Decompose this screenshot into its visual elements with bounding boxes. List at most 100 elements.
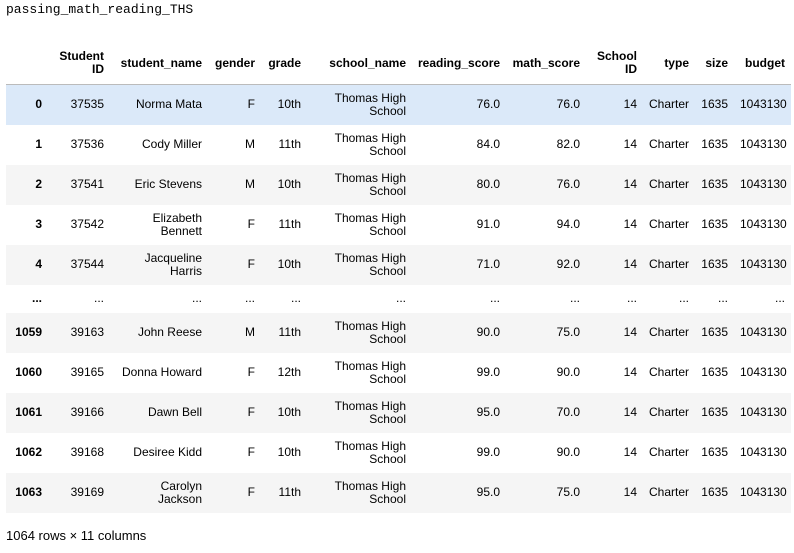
table-cell: Charter [649,177,690,191]
table-cell: 39166 [70,405,104,419]
table-cell: 99.0 [476,365,500,379]
table-cell: 70.0 [556,405,580,419]
table-cell: 11th [278,325,301,339]
table-cell: Thomas High School [334,478,406,506]
table-cell: ... [678,291,689,305]
table-cell: 71.0 [476,257,500,271]
table-cell: 80.0 [476,177,500,191]
table-cell: Dawn Bell [147,405,202,419]
table-cell: F [247,217,255,231]
table-cell: 14 [623,485,637,499]
table-cell: 1043130 [740,365,787,379]
table-cell: F [247,485,255,499]
table-cell: 1635 [701,97,728,112]
table-row: 1061 39166 Dawn Bell F 10th Thomas High Schoo… [6,392,791,433]
table-cell: 1635 [701,137,728,151]
column-header: student_name [110,42,208,85]
table-cell: 1043130 [740,217,787,231]
table-cell: 1043130 [740,177,787,191]
table-cell: 75.0 [556,485,580,499]
table-cell: ... [244,291,255,305]
table-cell: 39163 [70,325,104,339]
table-cell: Jacqueline Harris [144,250,202,278]
table-cell: 14 [623,177,637,191]
table-cell: 1635 [701,405,728,419]
column-header: size [695,42,734,85]
row-index: 1 [35,137,42,151]
table-cell: Thomas High School [334,438,406,466]
table-cell: 76.0 [556,97,580,112]
table-row: 1 37536 Cody Miller M 11th Thomas High School… [6,125,791,165]
column-header: budget [734,42,791,85]
table-cell: F [247,257,255,271]
table-cell: 10th [277,257,301,271]
table-cell: 11th [278,217,301,231]
table-cell: M [245,325,255,339]
table-body: 0 37535 Norma Mata F 10th Thomas High School 7… [6,84,791,513]
table-cell: 95.0 [476,485,500,499]
table-row: 1060 39165 Donna Howard F 12th Thomas High Sc… [6,353,791,393]
table-cell: Carolyn Jackson [157,478,202,506]
table-cell: M [245,177,255,191]
table-cell: 39168 [70,445,104,459]
table-cell: Thomas High School [334,318,406,346]
row-index: 4 [35,257,42,271]
table-cell: 75.0 [556,325,580,339]
column-header: Student ID [48,42,110,85]
table-cell: 1635 [701,445,728,459]
table-cell: 91.0 [476,217,500,231]
table-cell: Donna Howard [121,365,202,379]
table-cell: 14 [623,365,637,379]
table-cell: Thomas High School [334,358,406,386]
table-cell: 10th [277,445,301,459]
table-cell: 14 [623,325,637,339]
table-cell: ... [489,291,500,305]
table-cell: 1043130 [740,485,787,499]
table-cell: 95.0 [476,405,500,419]
table-cell: F [247,365,255,379]
table-cell: 1635 [701,485,728,499]
table-cell: 11th [278,137,301,151]
table-row: 1063 39169 Carolyn Jackson F 11th Thomas High… [6,472,791,513]
table-cell: F [247,405,255,419]
table-cell: ... [626,291,637,305]
row-index: 1063 [15,485,42,499]
table-cell: 1635 [701,217,728,231]
column-header: grade [261,42,307,85]
table-cell: 90.0 [556,445,580,459]
table-cell: 1043130 [740,97,787,112]
table-cell: 14 [623,445,637,459]
table-cell: ... [290,291,301,305]
table-cell: 10th [277,177,301,191]
table-cell: Norma Mata [135,97,202,112]
footer: 1064 rows × 11 columns [6,528,147,543]
table-cell: Charter [649,325,690,339]
row-index: 1061 [15,405,42,419]
table-cell: 94.0 [556,217,580,231]
column-header: reading_score [412,42,506,85]
row-index: 1060 [15,365,42,379]
table-cell: Thomas High School [334,210,406,238]
table-cell: 10th [277,405,301,419]
column-header: school_name [307,42,412,85]
table-cell: Charter [649,137,690,151]
table-cell: Thomas High School [334,398,406,426]
table-cell: 14 [623,137,637,151]
table-row: 1062 39168 Desiree Kidd F 10th Thomas High Sc… [6,433,791,473]
table-cell: Desiree Kidd [133,445,202,459]
table-cell: ... [191,291,202,305]
column-header: type [643,42,695,85]
table-cell: 92.0 [556,257,580,271]
table-cell: 90.0 [556,365,580,379]
header-row: Student ID student_name gender grade school_… [6,42,791,85]
table-cell: 14 [623,405,637,419]
table-cell: ... [569,291,580,305]
code-line: passing_math_reading_THS [6,2,194,17]
table-cell: Cody Miller [141,137,202,151]
table-row: 2 37541 Eric Stevens M 10th Thomas High Schoo… [6,164,791,205]
table-cell: 37541 [70,177,104,191]
table-cell: Charter [649,405,690,419]
table-cell: 1043130 [740,137,787,151]
table-cell: Thomas High School [334,250,406,278]
